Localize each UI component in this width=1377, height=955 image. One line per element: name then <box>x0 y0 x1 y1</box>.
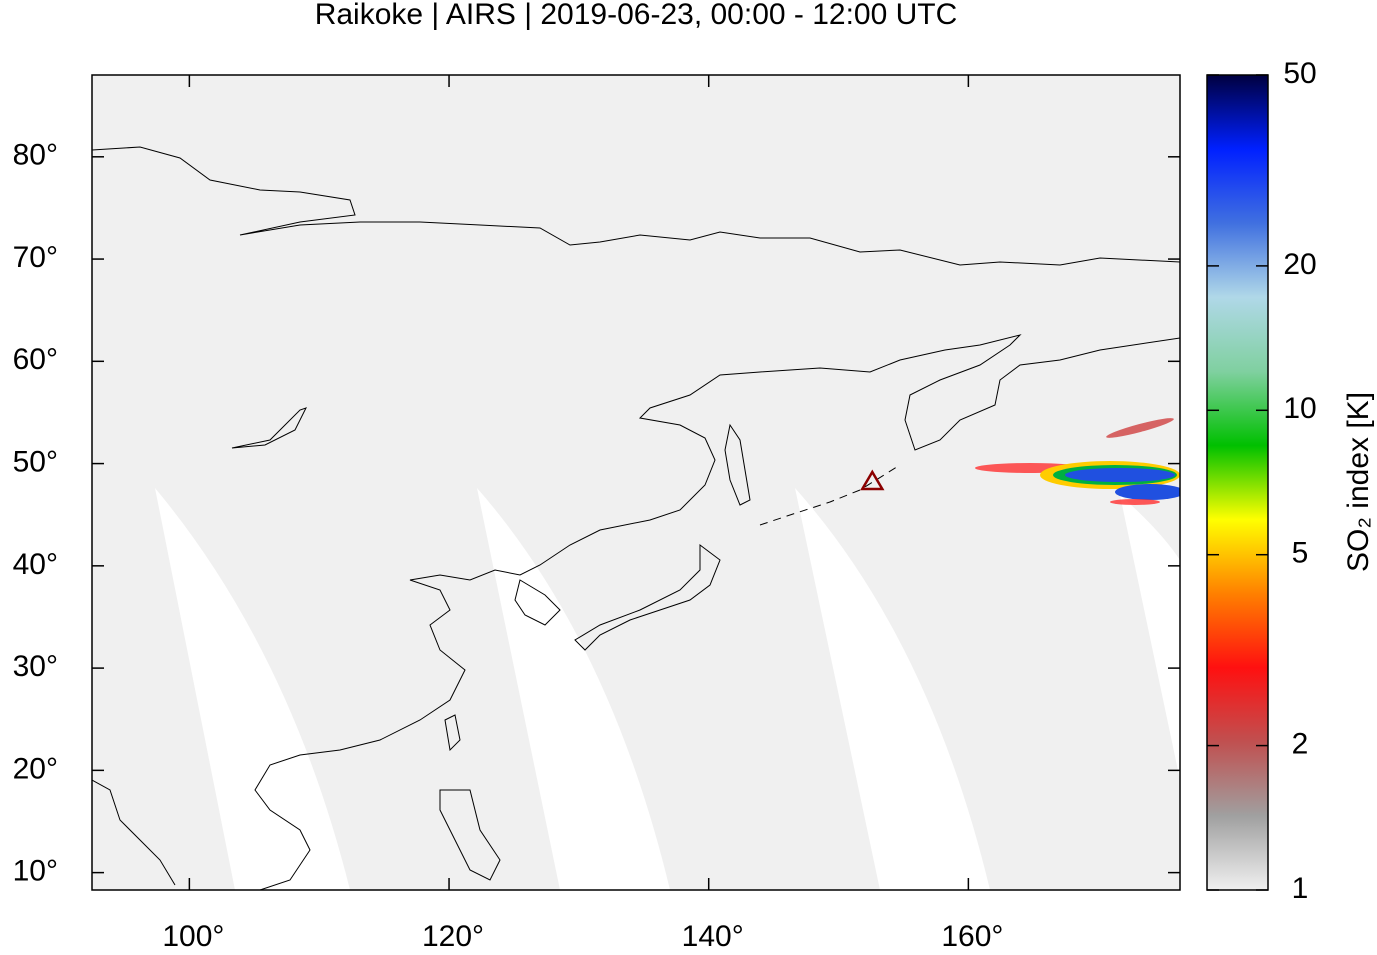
colorbar-tick-label: 5 <box>1292 537 1309 570</box>
y-tick-label: 10° <box>13 855 58 888</box>
coastline <box>724 423 751 506</box>
coastline <box>444 714 461 752</box>
colorbar-tick-label: 10 <box>1283 392 1316 425</box>
plume <box>1065 468 1175 482</box>
coastline <box>92 146 1180 266</box>
plume <box>1115 484 1180 500</box>
y-tick-label: 70° <box>13 241 58 274</box>
coastline <box>759 464 901 526</box>
plume <box>1110 499 1160 505</box>
colorbar-tick-label: 20 <box>1283 248 1316 281</box>
coastline <box>439 789 501 881</box>
x-tick-label: 140° <box>682 920 744 950</box>
swath-gap <box>477 488 670 890</box>
coastline <box>574 544 721 651</box>
coastline <box>254 334 1180 890</box>
y-tick-label: 20° <box>13 752 58 785</box>
colorbar-tick-label: 1 <box>1292 872 1309 905</box>
colorbar <box>1206 74 1269 891</box>
y-tick-label: 30° <box>13 650 58 683</box>
x-tick-label: 160° <box>941 920 1003 950</box>
colorbar-tick-label: 50 <box>1283 57 1316 90</box>
x-tick-label: 100° <box>162 920 224 950</box>
volcano-marker <box>860 469 885 491</box>
coastline <box>514 579 561 626</box>
swath-gap <box>155 488 350 890</box>
chart-title: Raikoke | AIRS | 2019-06-23, 00:00 - 12:… <box>315 0 958 31</box>
swath-gap <box>795 488 990 890</box>
plot-frame <box>91 74 1181 891</box>
map-layer <box>92 146 1180 890</box>
swath-gap <box>1120 495 1180 780</box>
coastline <box>92 779 176 886</box>
plume <box>1106 418 1174 438</box>
coastline <box>231 407 307 449</box>
y-tick-label: 40° <box>13 548 58 581</box>
colorbar-tick-label: 2 <box>1292 728 1309 761</box>
y-tick-label: 80° <box>13 139 58 172</box>
x-tick-label: 120° <box>422 920 484 950</box>
colorbar-label: SO₂ index [K] <box>1342 392 1375 572</box>
y-tick-label: 50° <box>13 446 58 479</box>
y-tick-label: 60° <box>13 343 58 376</box>
